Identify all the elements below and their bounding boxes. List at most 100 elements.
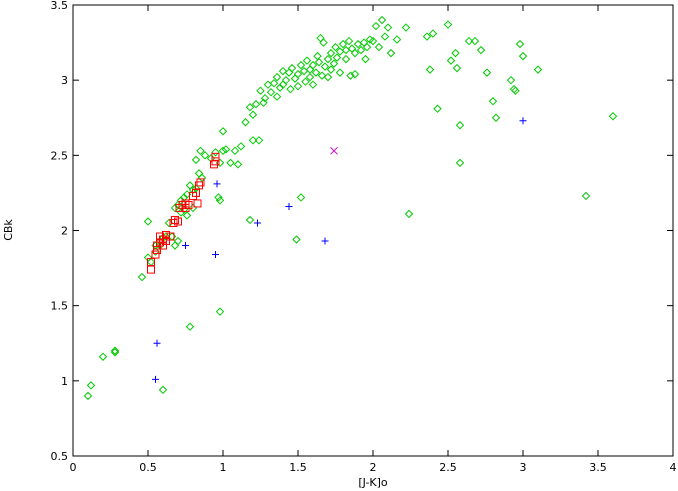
diamond-point: [286, 84, 295, 94]
diamond-point: [347, 44, 357, 53]
x-tick-label: 4: [670, 461, 677, 474]
diamond-point: [308, 60, 318, 70]
diamond-point: [344, 36, 354, 46]
diamond-point: [455, 158, 465, 168]
diamond-point: [200, 151, 210, 160]
diamond-point: [293, 69, 303, 79]
square-point: [151, 250, 160, 259]
diamond-point: [278, 66, 288, 76]
x-tick-label: 2.5: [439, 461, 457, 474]
square-point: [162, 237, 170, 246]
diamond-point: [316, 33, 325, 43]
diamond-point: [269, 78, 279, 88]
diamond-point: [170, 203, 180, 213]
diamond-point: [608, 112, 618, 121]
diamond-point: [254, 136, 264, 145]
square-point: [166, 232, 175, 241]
y-tick-label: 1: [61, 375, 68, 388]
x-tick-label: 0.5: [139, 461, 157, 474]
diamond-point: [98, 352, 108, 361]
diamond-point: [404, 209, 414, 219]
diamond-point: [214, 193, 223, 202]
diamond-point: [335, 68, 345, 77]
diamond-point: [320, 62, 330, 71]
diamond-point: [182, 211, 192, 220]
diamond-point: [236, 142, 246, 151]
diamond-point: [350, 69, 360, 79]
diamond-point: [245, 215, 255, 225]
diamond-point: [281, 75, 291, 85]
y-tick-label: 2.5: [51, 149, 69, 162]
diamond-point: [518, 51, 528, 61]
diamond-point: [296, 60, 306, 70]
diamond-point: [185, 322, 195, 331]
diamond-point: [470, 36, 480, 46]
diamond-point: [170, 241, 180, 250]
diamond-point: [293, 81, 303, 91]
y-axis-label: CBk: [2, 219, 15, 241]
diamond-point: [374, 42, 384, 52]
diamond-point: [350, 48, 360, 58]
diamond-point: [284, 68, 294, 77]
square-point: [184, 200, 193, 209]
diamond-point: [233, 160, 243, 169]
diamond-point: [301, 77, 310, 86]
diamond-point: [314, 57, 324, 67]
square-point: [192, 188, 200, 197]
diamond-point: [428, 29, 438, 38]
plus-point: [285, 202, 293, 210]
diamond-point: [143, 217, 153, 226]
diamond-point: [386, 48, 396, 58]
diamond-point: [452, 63, 462, 73]
diamond-point: [361, 54, 370, 64]
cross-point: [330, 146, 338, 155]
diamond-point: [581, 191, 591, 201]
diamond-point: [326, 48, 336, 58]
diamond-point: [329, 59, 339, 68]
plus-point: [254, 219, 261, 227]
diamond-point: [401, 23, 411, 32]
diamond-point: [488, 97, 498, 106]
diamond-point: [464, 36, 474, 46]
diamond-point: [433, 104, 442, 113]
plus-point: [182, 242, 189, 250]
diamond-point: [377, 15, 387, 25]
diamond-point: [341, 54, 351, 64]
axes: 0 0.5 1 1.5 2 2.5 3 3.5 40.511.522.533.5: [51, 0, 677, 474]
diamond-point: [179, 193, 189, 202]
diamond-point: [215, 307, 225, 316]
diamond-point: [211, 148, 220, 157]
square-point: [162, 231, 170, 240]
diamond-point: [275, 83, 285, 92]
diamond-point: [266, 87, 276, 97]
diamond-point: [491, 113, 501, 122]
diamond-point: [241, 118, 250, 127]
x-tick-label: 2: [370, 461, 377, 474]
diamond-point: [451, 48, 460, 58]
diamond-point: [110, 348, 120, 357]
diamond-point: [218, 127, 228, 136]
diamond-point: [296, 193, 306, 202]
x-tick-label: 1.5: [289, 461, 307, 474]
diamond-point: [311, 68, 321, 77]
diamond-point: [226, 158, 235, 168]
diamond-point: [305, 72, 315, 82]
diamond-point: [272, 92, 282, 101]
data-points: [83, 15, 618, 401]
diamond-point: [346, 71, 355, 80]
diamond-point: [332, 53, 342, 62]
diamond-point: [422, 32, 432, 41]
x-tick-label: 3: [520, 461, 527, 474]
diamond-point: [425, 65, 435, 74]
diamond-point: [173, 236, 183, 246]
y-tick-label: 0.5: [51, 450, 69, 463]
diamond-point: [221, 145, 231, 154]
diamond-point: [196, 146, 205, 156]
y-tick-label: 3: [61, 74, 68, 87]
diamond-point: [197, 173, 207, 183]
diamond-point: [272, 72, 282, 82]
diamond-point: [313, 51, 322, 61]
diamond-point: [290, 74, 300, 83]
diamond-point: [476, 45, 486, 55]
diamond-point: [331, 42, 340, 52]
